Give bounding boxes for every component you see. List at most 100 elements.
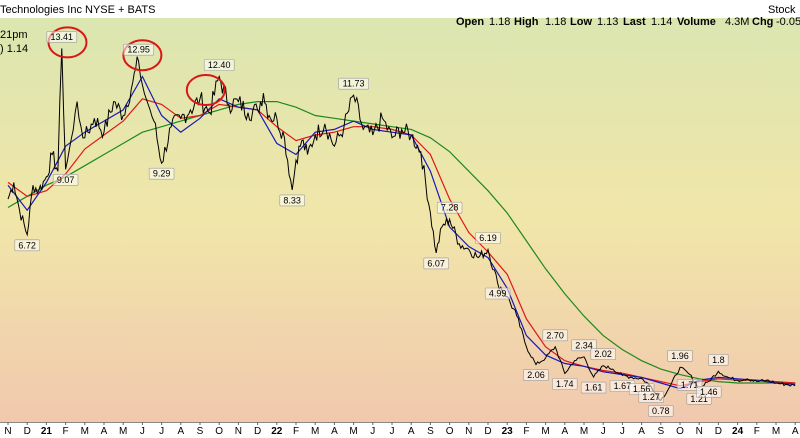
x-tick-label: D	[484, 426, 491, 437]
x-tick-label: S	[657, 426, 664, 437]
x-tick-label: S	[197, 426, 204, 437]
last-price-label: ) 1.14	[0, 43, 28, 55]
price-label-box	[436, 201, 463, 214]
price-label: 9.29	[148, 167, 175, 180]
x-tick-label: A	[638, 426, 645, 437]
price-label-box	[423, 257, 449, 270]
x-tick-label: S	[427, 426, 434, 437]
price-label: 1.61	[580, 381, 607, 394]
price-label-text: 6.19	[479, 233, 497, 243]
x-tick-label: 21	[41, 426, 53, 437]
price-label-text: 1.96	[671, 351, 689, 361]
price-label: 2.06	[523, 369, 549, 381]
x-tick-label: N	[235, 426, 242, 437]
price-label-text: 1.46	[700, 387, 718, 397]
price-label-box	[475, 232, 501, 244]
label-layer: 6.72 13.41 9.07 12.95 9.29 12.40 8.33 11.73 6.07…	[14, 31, 729, 417]
price-label-box	[590, 348, 616, 361]
price-label-text: 6.07	[427, 258, 445, 268]
price-label-text: 1.8	[712, 355, 725, 365]
price-label: 1.74	[552, 378, 578, 390]
x-tick-label: M	[119, 426, 127, 437]
price-label-text: 1.56	[633, 384, 651, 394]
price-label-box	[14, 239, 40, 252]
x-tick-label: N	[465, 426, 472, 437]
x-tick-label: M	[580, 426, 588, 437]
price-label-text: 2.34	[575, 340, 593, 350]
x-tick-label: J	[620, 426, 625, 437]
x-tick-label: F	[523, 426, 529, 437]
price-label: 1.46	[696, 385, 722, 398]
ma-long-line	[7, 100, 796, 384]
x-tick-label: A	[561, 426, 568, 437]
price-label: 1.96	[667, 350, 693, 362]
price-label: 7.28	[436, 201, 463, 214]
price-label: 1.27	[638, 391, 664, 403]
x-tick-label: 22	[271, 426, 283, 437]
x-tick-label: J	[601, 426, 606, 437]
price-label-box	[203, 59, 235, 71]
x-tick-label: A	[101, 426, 108, 437]
x-tick-label: N	[4, 426, 11, 437]
x-tick-label: F	[754, 426, 760, 437]
price-label: 1.71	[676, 379, 703, 391]
price-label-text: 1.27	[642, 392, 660, 402]
price-label-text: 1.21	[690, 394, 708, 404]
x-tick-label: M	[349, 426, 357, 437]
price-label-text: 1.74	[556, 379, 574, 389]
price-label-box	[484, 287, 511, 300]
price-label: 1.67	[609, 380, 636, 392]
price-label-text: 6.72	[18, 240, 36, 250]
watermark-text: Stock	[768, 4, 796, 16]
x-tick-label: M	[772, 426, 780, 437]
x-tick-label: O	[215, 426, 223, 437]
price-label-text: 1.71	[681, 380, 699, 390]
price-label-box	[338, 77, 369, 90]
price-label-text: 8.33	[283, 195, 301, 205]
chart-title: Technologies Inc NYSE + BATS	[0, 4, 155, 16]
price-label-text: 12.95	[127, 45, 150, 55]
price-label-box	[279, 194, 305, 207]
x-tick-label: A	[408, 426, 415, 437]
price-label-box	[52, 174, 79, 186]
price-label: 12.95	[123, 43, 154, 56]
price-label-text: 11.73	[343, 79, 365, 89]
x-tick-label: M	[541, 426, 549, 437]
price-label-box	[123, 43, 154, 56]
x-tick-label: 23	[502, 426, 514, 437]
price-label-box	[648, 404, 674, 417]
price-label-box	[696, 385, 722, 398]
price-label: 9.07	[52, 174, 79, 186]
high-value: 1.18	[545, 16, 566, 28]
price-label: 12.40	[203, 59, 235, 71]
x-tick-label: M	[311, 426, 319, 437]
price-label-box	[580, 381, 607, 394]
x-tick-label: O	[676, 426, 684, 437]
price-label-box	[46, 31, 78, 43]
x-tick-label: J	[140, 426, 145, 437]
price-label: 2.70	[542, 329, 568, 342]
x-tick-label: A	[792, 426, 799, 437]
price-label-text: 7.28	[441, 203, 459, 213]
highlight-circle	[122, 39, 163, 72]
chart-time: 21pm	[0, 29, 28, 41]
price-label-text: 0.78	[652, 406, 670, 416]
x-tick-label: J	[390, 426, 395, 437]
price-label: 2.34	[571, 339, 597, 352]
price-label-text: 2.02	[594, 349, 612, 359]
highlight-circle	[185, 74, 226, 106]
x-tick-label: O	[446, 426, 454, 437]
ohlc-summary: Open 1.18 High 1.18 Low 1.13 Last 1.14 V…	[456, 16, 800, 28]
high-label: High	[514, 16, 539, 28]
x-tick-label: A	[177, 426, 184, 437]
price-label-box	[638, 391, 664, 403]
price-label: 11.73	[338, 77, 369, 90]
price-label-box	[542, 329, 568, 342]
price-label-box	[676, 379, 703, 391]
last-value: 1.14	[651, 16, 672, 28]
last-label: Last	[623, 16, 646, 28]
price-label-text: 2.70	[546, 330, 564, 340]
low-label: Low	[570, 16, 592, 28]
price-label: 8.33	[279, 194, 305, 207]
price-label-box	[148, 167, 175, 180]
